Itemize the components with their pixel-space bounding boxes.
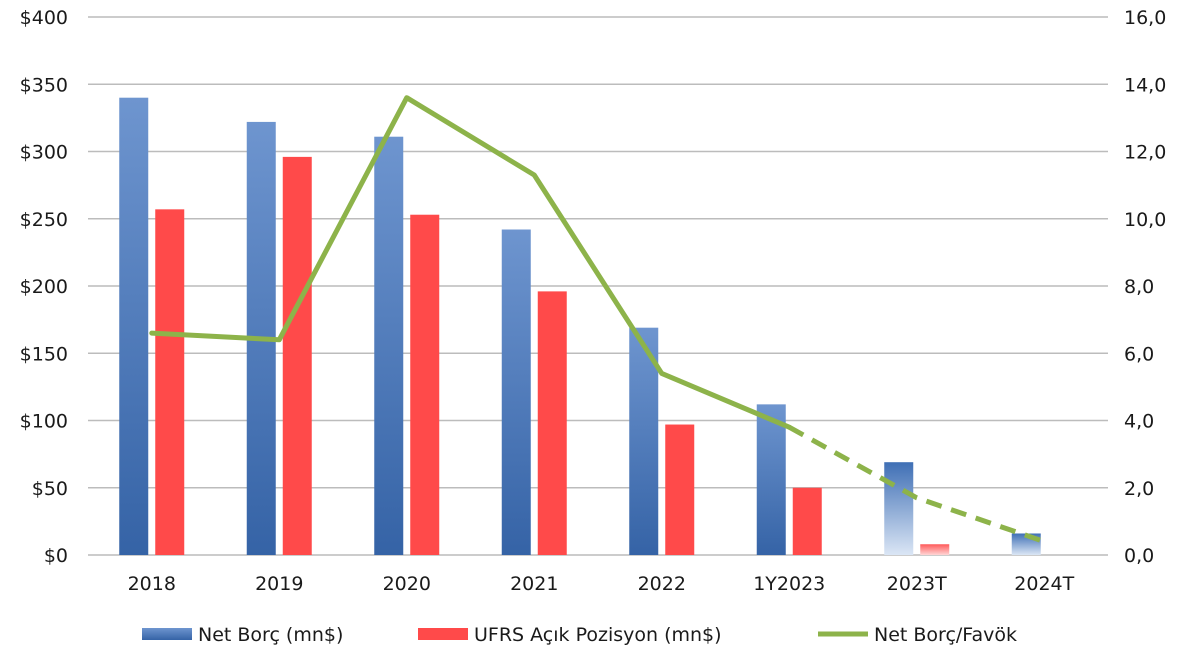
ratio-line-solid (149, 95, 792, 430)
bar-net-borc-2022 (629, 327, 659, 555)
left-tick-label: $400 (20, 7, 68, 29)
x-tick-label: 2021 (510, 573, 558, 595)
left-axis-ticks: $0 $50 $100 $150 $200 $250 $300 $350 $400 (20, 7, 68, 567)
bar-net-borc-1y2023 (756, 404, 786, 555)
right-tick-label: 16,0 (1124, 7, 1166, 29)
left-tick-label: $50 (32, 478, 68, 500)
left-tick-label: $250 (20, 209, 68, 231)
left-tick-label: $300 (20, 142, 68, 164)
legend: Net Borç (mn$) UFRS Açık Pozisyon (mn$) … (142, 624, 1017, 646)
bar-net-borc-2023t (884, 462, 914, 555)
x-tick-label: 2024T (1014, 573, 1074, 595)
right-tick-label: 2,0 (1124, 478, 1154, 500)
bar-net-borc-2020 (374, 136, 404, 555)
bar-net-borc-2018 (119, 97, 149, 555)
right-tick-label: 12,0 (1124, 142, 1166, 164)
bar-ufrs-2022 (665, 424, 695, 555)
right-tick-label: 0,0 (1124, 545, 1154, 567)
bars (119, 97, 1041, 555)
legend-label-ufrs: UFRS Açık Pozisyon (mn$) (474, 624, 722, 646)
x-tick-label: 1Y2023 (753, 573, 825, 595)
right-tick-label: 6,0 (1124, 343, 1154, 365)
legend-label-net-borc: Net Borç (mn$) (198, 624, 343, 646)
left-tick-label: $350 (20, 74, 68, 96)
right-tick-label: 10,0 (1124, 209, 1166, 231)
gridlines (88, 16, 1108, 556)
right-tick-label: 8,0 (1124, 276, 1154, 298)
right-tick-label: 14,0 (1124, 74, 1166, 96)
x-tick-label: 2023T (887, 573, 947, 595)
bar-ufrs-2023t (920, 544, 950, 555)
x-axis-ticks: 2018 2019 2020 2021 2022 1Y2023 2023T 2024T (128, 573, 1075, 595)
left-tick-label: $200 (20, 276, 68, 298)
bar-ufrs-2018 (155, 209, 185, 555)
left-tick-label: $0 (44, 545, 68, 567)
bar-ufrs-1y2023 (792, 487, 822, 555)
bar-ufrs-2021 (537, 291, 567, 555)
ratio-line (149, 95, 1046, 544)
right-axis-ticks: 0,0 2,0 4,0 6,0 8,0 10,0 12,0 14,0 16,0 (1124, 7, 1166, 567)
right-tick-label: 4,0 (1124, 411, 1154, 433)
x-tick-label: 2018 (128, 573, 176, 595)
x-tick-label: 2020 (383, 573, 431, 595)
bar-net-borc-2021 (501, 229, 531, 555)
bar-ufrs-2020 (410, 214, 440, 555)
legend-swatch-net-borc (142, 628, 192, 640)
x-tick-label: 2019 (255, 573, 303, 595)
bar-ufrs-2019 (282, 156, 312, 555)
x-tick-label: 2022 (638, 573, 686, 595)
ratio-line-dashed (788, 425, 1046, 544)
left-tick-label: $100 (20, 411, 68, 433)
left-tick-label: $150 (20, 343, 68, 365)
legend-swatch-ufrs (418, 628, 468, 640)
legend-label-ratio: Net Borç/Favök (874, 624, 1017, 646)
